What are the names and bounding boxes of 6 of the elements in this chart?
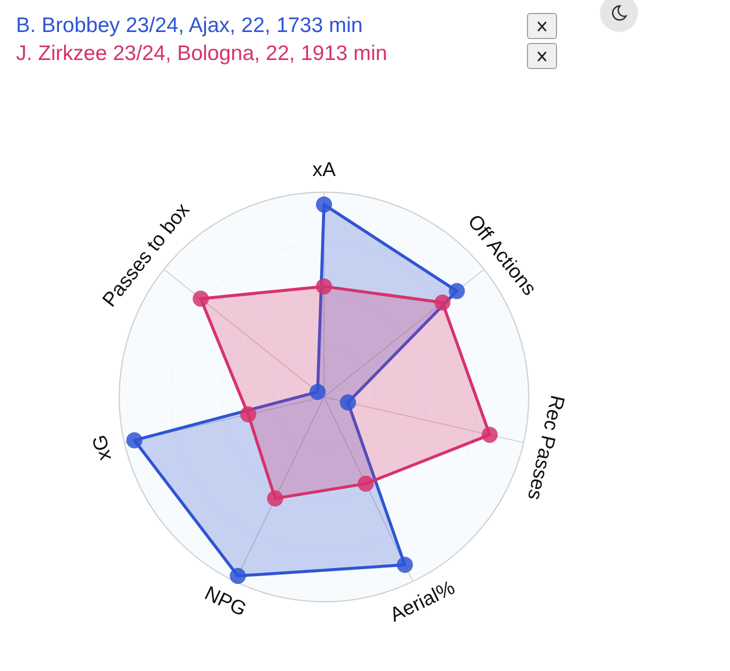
spoke-label: Rec Passes <box>522 393 568 502</box>
spoke-label: xA <box>312 158 336 181</box>
text: B. Brobbey 23/24, Ajax, 22, 1733 min <box>16 13 364 39</box>
text: J. Zirkzee 23/24, Bologna, 22, 1913 min <box>16 41 388 67</box>
spoke-label: xG <box>88 432 116 462</box>
spoke-label: NPG <box>201 582 250 622</box>
